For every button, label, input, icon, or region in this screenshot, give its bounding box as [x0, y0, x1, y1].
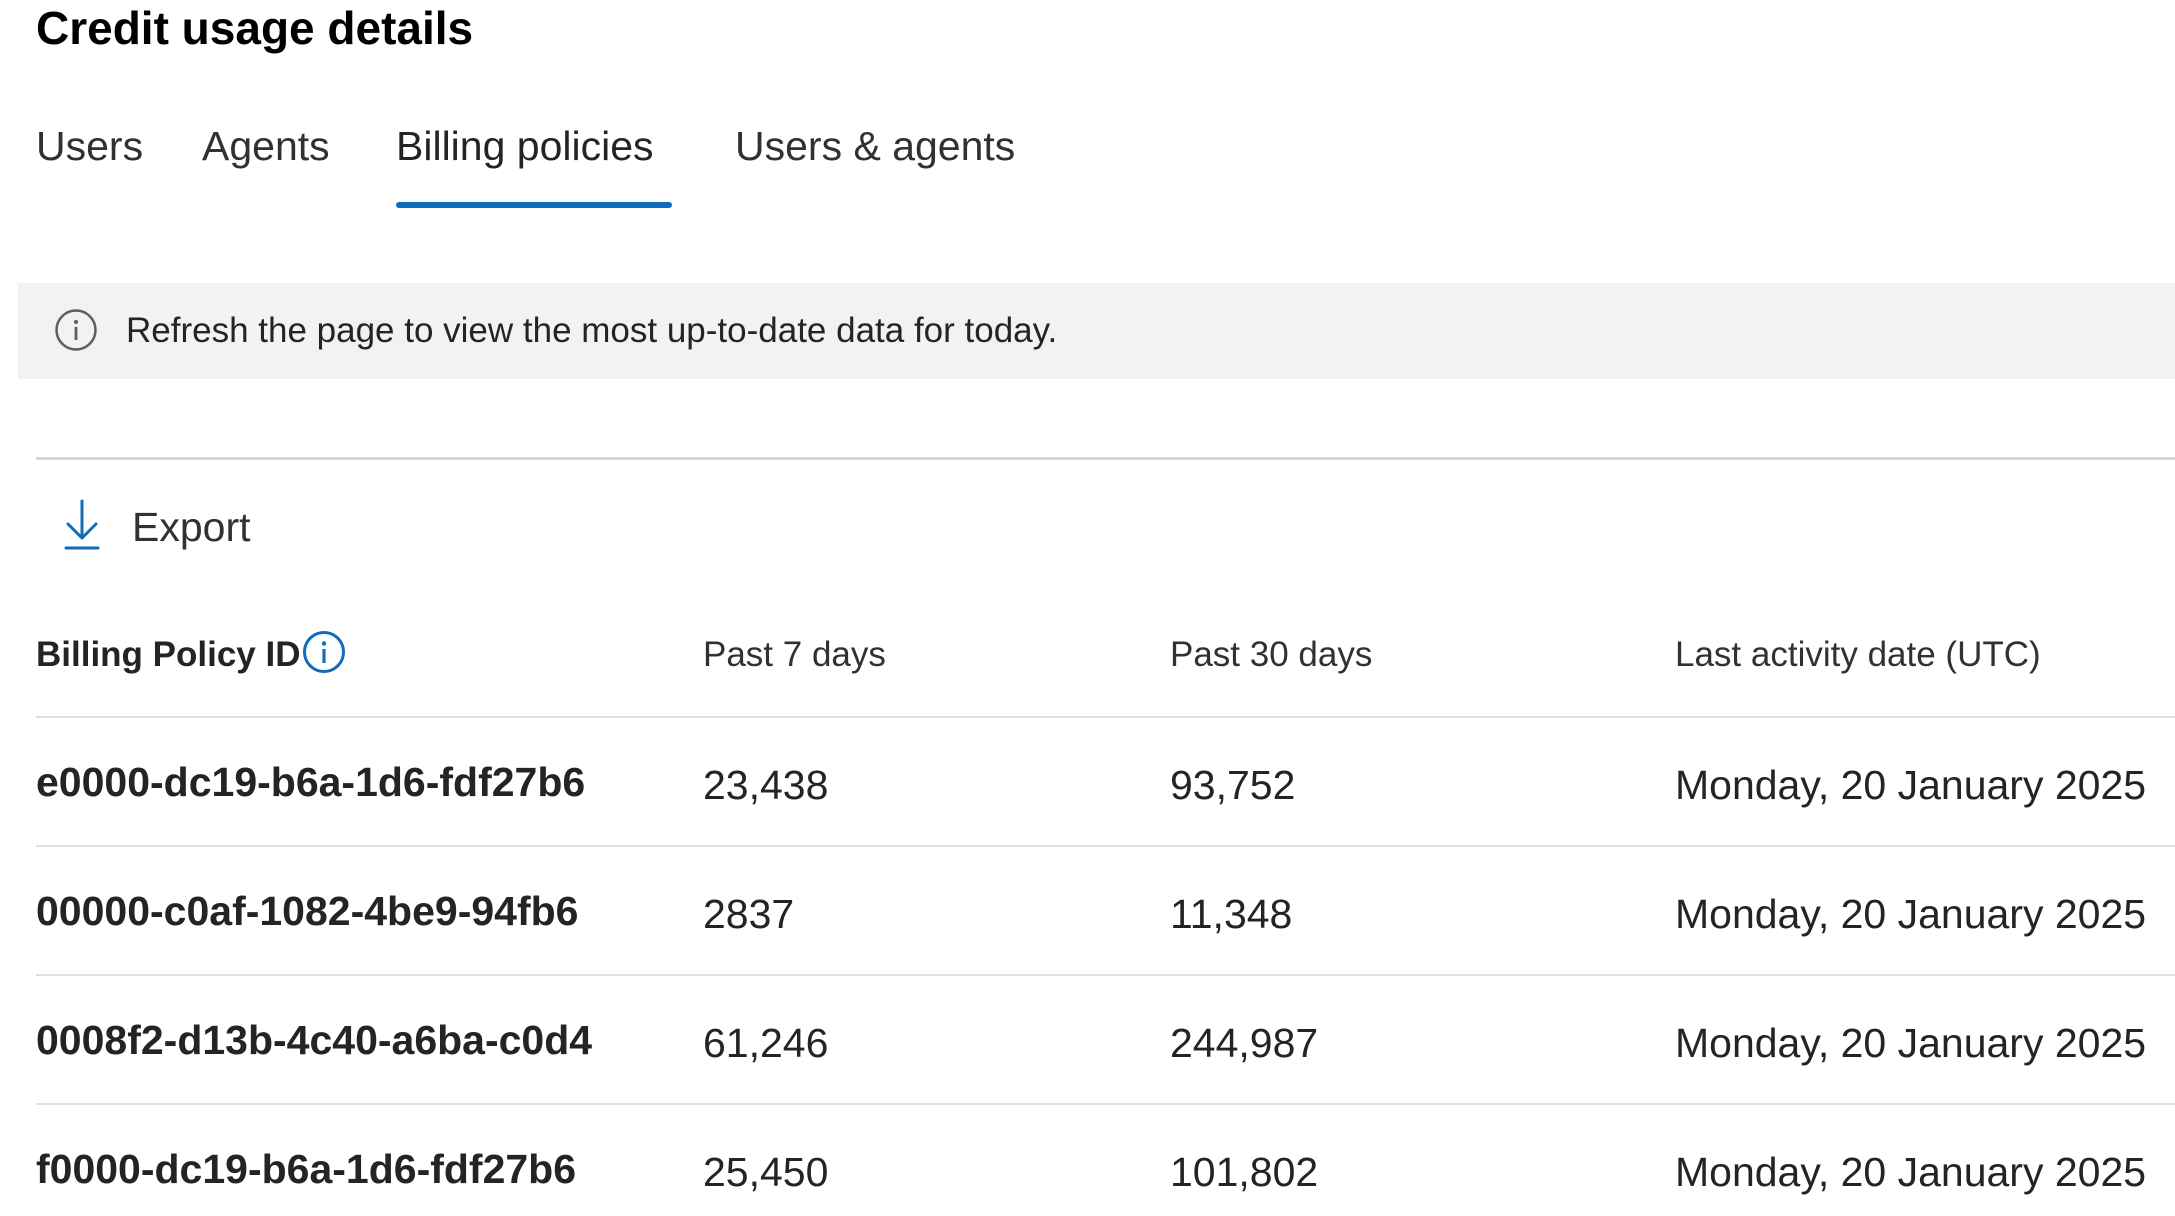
last-activity-date-cell: Monday, 20 January 2025: [1675, 891, 2147, 937]
row-divider: [36, 974, 2175, 976]
past-30-days-cell: 101,802: [1170, 1149, 1319, 1195]
banner-message: Refresh the page to view the most up-to-…: [126, 311, 1058, 350]
info-icon: [55, 309, 97, 351]
past-30-days-cell: 244,987: [1170, 1020, 1319, 1066]
column-header-last-activity-date[interactable]: Last activity date (UTC): [1675, 635, 2041, 674]
export-label: Export: [132, 504, 251, 550]
page-title: Credit usage details: [36, 2, 474, 54]
section-divider: [36, 457, 2175, 460]
row-divider: [36, 845, 2175, 847]
download-icon: [64, 499, 100, 550]
tab-billing-policies[interactable]: Billing policies: [396, 123, 654, 169]
tab-users-and-agents[interactable]: Users & agents: [735, 123, 1016, 169]
billing-policy-id-cell: f0000-dc19-b6a-1d6-fdf27b6: [36, 1146, 577, 1192]
billing-policy-id-cell: e0000-dc19-b6a-1d6-fdf27b6: [36, 759, 586, 805]
billing-policy-id-cell: 00000-c0af-1082-4be9-94fb6: [36, 888, 579, 934]
past-7-days-cell: 61,246: [703, 1020, 829, 1066]
row-divider: [36, 716, 2175, 718]
tab-agents[interactable]: Agents: [202, 123, 330, 169]
last-activity-date-cell: Monday, 20 January 2025: [1675, 1020, 2147, 1066]
tab-users[interactable]: Users: [36, 123, 144, 169]
row-divider: [36, 1103, 2175, 1105]
info-icon[interactable]: [302, 630, 346, 674]
column-header-past-30-days[interactable]: Past 30 days: [1170, 635, 1373, 674]
past-7-days-cell: 2837: [703, 891, 795, 937]
last-activity-date-cell: Monday, 20 January 2025: [1675, 762, 2147, 808]
past-7-days-cell: 23,438: [703, 762, 829, 808]
past-30-days-cell: 93,752: [1170, 762, 1296, 808]
past-7-days-cell: 25,450: [703, 1149, 829, 1195]
info-banner: Refresh the page to view the most up-to-…: [18, 283, 2175, 379]
column-header-billing-policy-id: Billing Policy ID: [36, 635, 301, 674]
last-activity-date-cell: Monday, 20 January 2025: [1675, 1149, 2147, 1195]
past-30-days-cell: 11,348: [1170, 891, 1293, 937]
billing-policy-id-cell: 0008f2-d13b-4c40-a6ba-c0d4: [36, 1017, 593, 1063]
column-header-past-7-days[interactable]: Past 7 days: [703, 635, 886, 674]
active-tab-indicator: [396, 202, 672, 208]
